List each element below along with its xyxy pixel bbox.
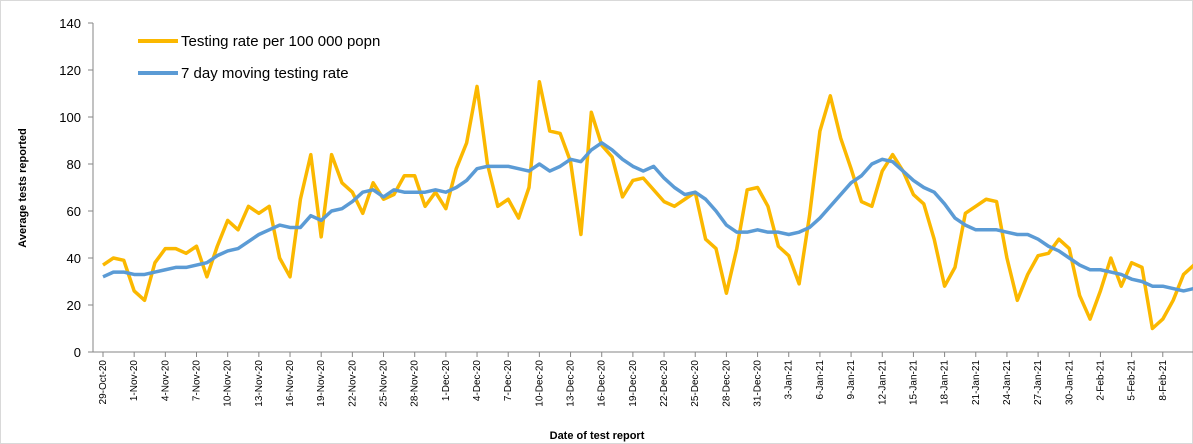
x-tick-label: 4-Dec-20 [472, 360, 483, 402]
legend-label: 7 day moving testing rate [181, 65, 349, 82]
x-tick-label: 2-Feb-21 [1095, 360, 1106, 401]
x-tick-label: 13-Dec-20 [566, 360, 577, 407]
x-tick-label: 29-Oct-20 [98, 360, 109, 405]
y-tick-label: 60 [67, 204, 81, 219]
x-tick-label: 9-Jan-21 [846, 360, 857, 400]
x-tick-label: 27-Jan-21 [1033, 360, 1044, 405]
x-tick-label: 6-Jan-21 [815, 360, 826, 400]
x-tick-label: 5-Feb-21 [1127, 360, 1138, 401]
y-tick-label: 80 [67, 157, 81, 172]
x-tick-label: 30-Jan-21 [1064, 360, 1075, 405]
x-tick-label: 8-Feb-21 [1158, 360, 1169, 401]
x-tick-label: 7-Dec-20 [503, 360, 514, 402]
x-tick-label: 21-Jan-21 [971, 360, 982, 405]
y-tick-label: 100 [59, 110, 81, 125]
x-tick-label: 18-Jan-21 [940, 360, 951, 405]
x-tick-label: 13-Nov-20 [254, 360, 265, 407]
y-tick-label: 40 [67, 251, 81, 266]
x-tick-label: 15-Jan-21 [908, 360, 919, 405]
x-tick-label: 22-Dec-20 [659, 360, 670, 407]
x-tick-label: 4-Nov-20 [160, 360, 171, 402]
x-tick-label: 25-Nov-20 [379, 360, 390, 407]
x-tick-label: 28-Nov-20 [410, 360, 421, 407]
x-tick-label: 10-Nov-20 [223, 360, 234, 407]
series-line [102, 141, 1193, 293]
x-tick-label: 1-Dec-20 [441, 360, 452, 402]
y-tick-label: 20 [67, 298, 81, 313]
x-tick-label: 22-Nov-20 [347, 360, 358, 407]
x-tick-label: 1-Nov-20 [129, 360, 140, 402]
x-tick-label: 19-Dec-20 [628, 360, 639, 407]
x-axis-title: Date of test report [550, 430, 645, 442]
x-tick-label: 28-Dec-20 [721, 360, 732, 407]
y-tick-label: 120 [59, 63, 81, 78]
series-line [102, 80, 1193, 331]
x-tick-label: 16-Nov-20 [285, 360, 296, 407]
x-tick-label: 19-Nov-20 [316, 360, 327, 407]
y-tick-label: 140 [59, 16, 81, 31]
x-tick-label: 25-Dec-20 [690, 360, 701, 407]
x-tick-label: 10-Dec-20 [534, 360, 545, 407]
y-axis-title: Average tests reported [17, 128, 29, 247]
x-tick-label: 16-Dec-20 [597, 360, 608, 407]
x-tick-label: 12-Jan-21 [877, 360, 888, 405]
x-tick-label: 24-Jan-21 [1002, 360, 1013, 405]
x-tick-label: 7-Nov-20 [192, 360, 203, 402]
y-tick-label: 0 [74, 345, 81, 360]
x-tick-label: 31-Dec-20 [753, 360, 764, 407]
x-tick-label: 3-Jan-21 [784, 360, 795, 400]
legend-label: Testing rate per 100 000 popn [181, 33, 380, 50]
